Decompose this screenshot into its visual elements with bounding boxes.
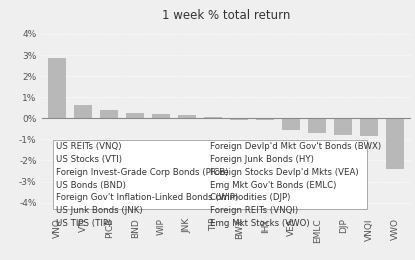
Bar [152, 114, 170, 118]
Bar [386, 118, 404, 169]
Bar [126, 113, 144, 118]
Bar [282, 118, 300, 130]
Bar [230, 118, 248, 120]
Bar [100, 110, 118, 118]
Bar [74, 105, 92, 118]
Bar [178, 114, 196, 118]
Text: Foreign Devlp'd Mkt Gov't Bonds (BWX)
Foreign Junk Bonds (HY)
Foreign Stocks Dev: Foreign Devlp'd Mkt Gov't Bonds (BWX) Fo… [210, 142, 381, 228]
FancyBboxPatch shape [53, 140, 366, 209]
Bar [48, 58, 66, 118]
Bar [256, 118, 274, 120]
Bar [308, 118, 326, 133]
Title: 1 week % total return: 1 week % total return [162, 9, 290, 22]
Bar [334, 118, 352, 135]
Text: US REITs (VNQ)
US Stocks (VTI)
Foreign Invest-Grade Corp Bonds (PICB)
US Bonds (: US REITs (VNQ) US Stocks (VTI) Foreign I… [56, 142, 238, 228]
Bar [360, 118, 378, 136]
